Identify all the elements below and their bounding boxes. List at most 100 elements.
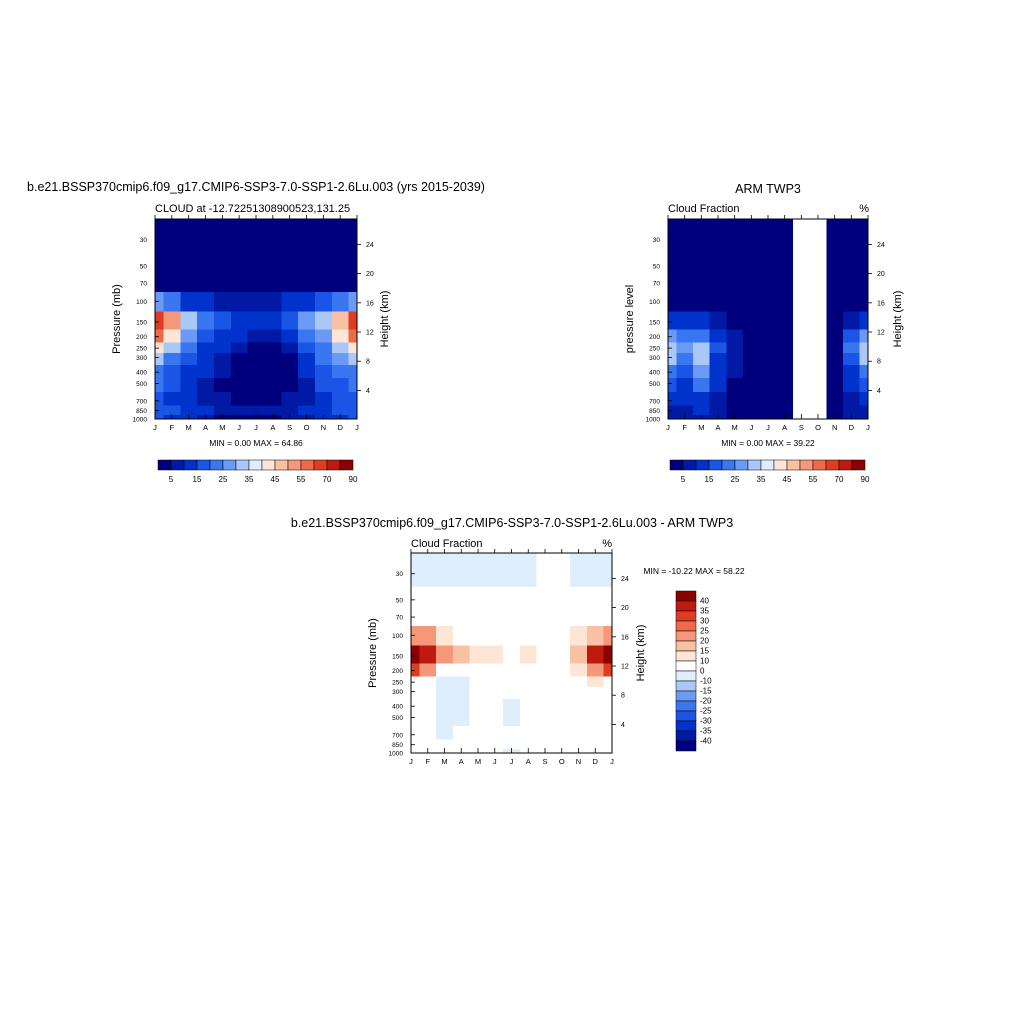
data-cell (603, 739, 613, 750)
data-cell (180, 405, 198, 416)
data-cell (247, 311, 266, 330)
data-cell (519, 698, 538, 713)
data-cell (603, 748, 613, 754)
missing-data-cell (809, 405, 827, 416)
data-cell (693, 392, 711, 407)
data-cell (859, 274, 869, 293)
data-cell (411, 726, 420, 741)
data-cell (859, 377, 869, 393)
data-cell (452, 698, 471, 713)
colorbar-swatch (682, 459, 697, 471)
data-cell (331, 392, 350, 407)
data-cell (503, 739, 521, 750)
y-tick-label: 50 (140, 263, 148, 270)
data-cell (264, 377, 282, 393)
x-tick-label: S (799, 423, 804, 432)
missing-data-cell (553, 586, 571, 610)
colorbar-label: -40 (700, 737, 712, 746)
data-cell (859, 329, 869, 344)
x-tick-label: J (237, 423, 241, 432)
data-cell (469, 686, 487, 700)
data-cell (230, 352, 249, 366)
data-cell (155, 392, 165, 407)
data-cell (603, 586, 613, 610)
data-cell (180, 364, 198, 379)
data-cell (776, 274, 794, 293)
data-cell (676, 352, 694, 366)
x-tick-label: A (782, 423, 787, 432)
data-cell (452, 663, 471, 678)
data-cell (693, 292, 711, 313)
data-cell (469, 676, 487, 688)
colorbar-label: 5 (169, 475, 174, 484)
data-cell (709, 329, 727, 344)
data-cell (419, 626, 437, 647)
data-cell (826, 311, 844, 330)
data-cell (859, 405, 869, 416)
data-cell (693, 405, 711, 416)
data-cell (603, 711, 613, 727)
y-tick-label: 100 (136, 299, 147, 306)
data-cell (469, 726, 487, 741)
data-cell (519, 739, 538, 750)
data-cell (709, 252, 727, 276)
data-cell (264, 219, 282, 254)
data-cell (843, 352, 861, 366)
data-cell (759, 342, 777, 354)
data-cell (586, 626, 605, 647)
data-cell (197, 329, 215, 344)
data-cell (570, 726, 588, 741)
data-cell (197, 311, 215, 330)
data-cell (419, 586, 437, 610)
data-cell (503, 726, 521, 741)
x-tick-label: M (698, 423, 704, 432)
colorbar: 5 15 25 35 45 55 70 90 (157, 459, 358, 484)
data-cell (348, 392, 358, 407)
y-tick-label: 500 (136, 381, 147, 388)
colorbar-label: 55 (809, 475, 818, 484)
data-cell (348, 342, 358, 354)
min-max-stats: MIN = -10.22 MAX = 58.22 (643, 566, 744, 576)
colorbar-label: 90 (861, 475, 870, 484)
data-cell (469, 645, 487, 664)
colorbar-swatch (708, 459, 723, 471)
data-cell (281, 364, 299, 379)
data-cell (213, 364, 232, 379)
data-cell (486, 586, 504, 610)
data-cell (676, 292, 694, 313)
missing-data-cell (553, 698, 571, 713)
y-tick-label: 850 (649, 408, 660, 415)
data-cell (676, 274, 694, 293)
data-cell (826, 252, 844, 276)
colorbar-swatch (695, 459, 710, 471)
data-cell (469, 739, 487, 750)
data-cell (155, 405, 165, 416)
colorbar-swatch (675, 720, 697, 732)
x-tick-label: F (682, 423, 687, 432)
missing-data-cell (809, 292, 827, 313)
data-cell (826, 274, 844, 293)
y-tick-label: 250 (649, 346, 660, 353)
data-cell (759, 219, 777, 254)
missing-data-cell (809, 342, 827, 354)
data-cell (155, 252, 165, 276)
data-cell (436, 726, 454, 741)
y-tick-label: 200 (392, 668, 403, 675)
data-cell (197, 274, 215, 293)
data-cell (676, 311, 694, 330)
data-cell (230, 405, 249, 416)
data-cell (314, 352, 333, 366)
missing-data-cell (536, 739, 554, 750)
missing-data-cell (553, 686, 571, 700)
data-cell (843, 274, 861, 293)
data-cell (603, 663, 613, 678)
x-tick-label: J (610, 757, 614, 766)
data-cell (331, 292, 350, 313)
data-cell (452, 586, 471, 610)
data-cell (676, 364, 694, 379)
data-cell (759, 405, 777, 416)
data-cell (197, 392, 215, 407)
data-cell (155, 342, 165, 354)
data-cell (743, 292, 761, 313)
missing-data-cell (536, 676, 554, 688)
